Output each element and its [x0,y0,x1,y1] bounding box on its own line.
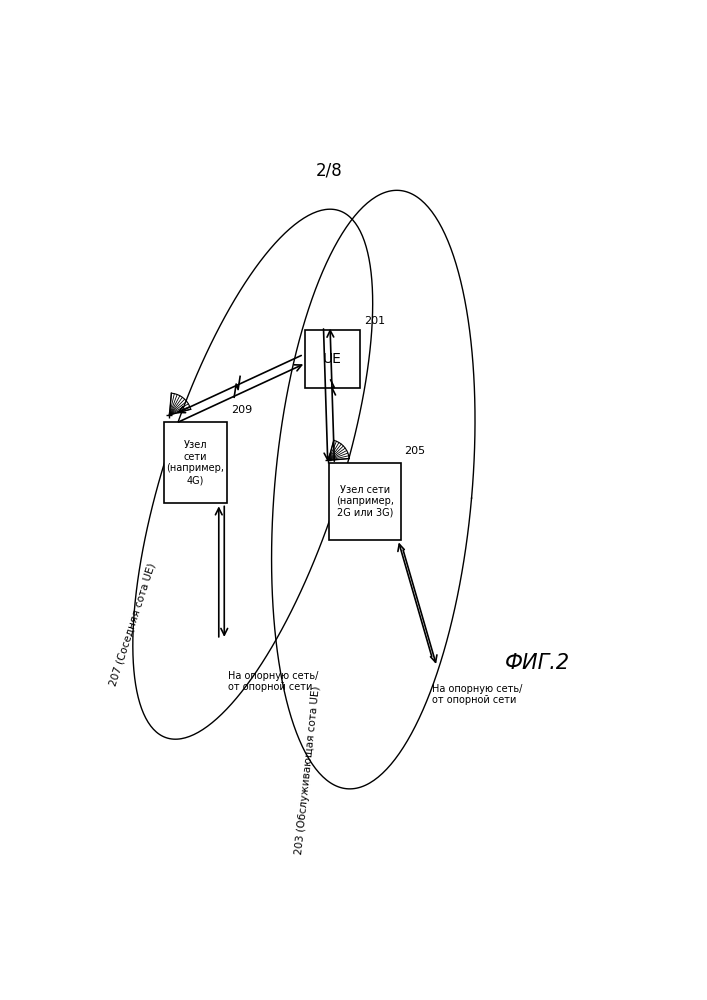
Text: 207 (Соседняя сота UE): 207 (Соседняя сота UE) [107,562,157,687]
Bar [329,463,401,540]
Text: 203 (Обслуживающая сота UE): 203 (Обслуживающая сота UE) [294,686,322,855]
Text: 201: 201 [364,316,385,326]
Text: 2/8: 2/8 [316,161,343,179]
Bar [164,422,227,503]
Text: 209: 209 [231,405,252,415]
Text: На опорную сеть/
от опорной сети: На опорную сеть/ от опорной сети [433,684,523,705]
Text: 205: 205 [404,446,426,456]
Text: Узел
сети
(например,
4G): Узел сети (например, 4G) [166,440,224,485]
Text: Узел сети
(например,
2G или 3G): Узел сети (например, 2G или 3G) [336,485,394,518]
Text: ФИГ.2: ФИГ.2 [505,653,571,673]
Text: На опорную сеть/
от опорной сети: На опорную сеть/ от опорной сети [228,671,318,692]
Bar [305,330,360,388]
Text: UE: UE [323,352,341,366]
